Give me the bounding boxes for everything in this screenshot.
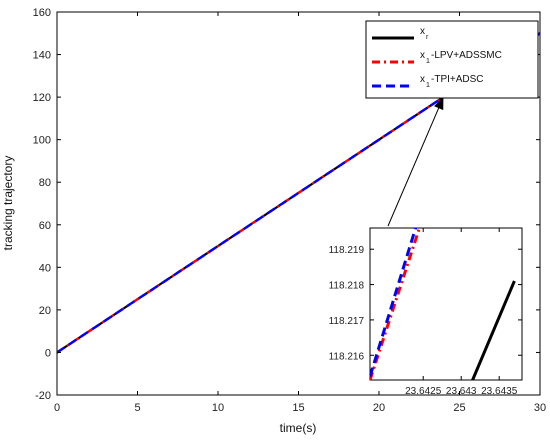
x-tick-label: 25 (453, 402, 465, 414)
y-tick-label: 100 (33, 135, 51, 147)
inset-y-tick-label: 118.218 (329, 281, 365, 292)
inset-y-tick-label: 118.219 (329, 245, 365, 256)
inset-frame (369, 227, 523, 381)
series-line-lpv (57, 32, 540, 354)
legend-label-suffix: -LPV+ADSSMC (431, 50, 502, 61)
x-axis-title: time(s) (280, 421, 317, 435)
x-tick-label: 0 (54, 402, 60, 414)
legend-label-sub: 1 (426, 82, 430, 89)
legend-label-var: x (420, 50, 425, 61)
x-tick-label: 15 (292, 402, 304, 414)
y-axis-title: tracking trajectory (1, 156, 15, 251)
legend-label-suffix: -TPI+ADSC (431, 74, 484, 85)
x-tick-label: 20 (373, 402, 385, 414)
y-tick-label: 60 (39, 220, 51, 232)
legend-label-var: x (420, 26, 425, 37)
inset-y-tick-label: 118.216 (329, 351, 365, 362)
y-tick-label: 160 (33, 7, 51, 19)
x-tick-label: 30 (534, 402, 546, 414)
zoom-arrow-head (434, 97, 444, 111)
y-tick-label: 120 (33, 92, 51, 104)
y-tick-label: 80 (39, 177, 51, 189)
zoom-arrow-shaft (387, 96, 444, 227)
y-tick-label: 0 (45, 347, 51, 359)
y-tick-label: 40 (39, 262, 51, 274)
inset-series-line-tpi (370, 228, 418, 377)
inset-series-line-lpv (370, 228, 421, 380)
legend-label-sub: r (426, 34, 429, 41)
inset-x-tick-label: 23.643 (446, 386, 477, 397)
legend-label-var: x (420, 74, 425, 85)
inset-x-tick-label: 23.6425 (405, 386, 442, 397)
inset-y-tick-label: 118.217 (329, 316, 365, 327)
inset-plot: 23.6425 23.643 23.6435 118.216 118.217 118.21… (329, 227, 523, 397)
x-tick-label: 10 (212, 402, 224, 414)
zoom-arrow (387, 96, 444, 227)
inset-x-tick-label: 23.6435 (481, 386, 518, 397)
x-tick-label: 5 (134, 402, 140, 414)
y-tick-label: 140 (33, 50, 51, 62)
y-tick-label: -20 (35, 390, 51, 402)
y-tick-label: 20 (39, 305, 51, 317)
inset-plot-area (370, 228, 516, 380)
inset-series-line-ref (471, 280, 516, 380)
legend-label-sub: 1 (426, 58, 430, 65)
